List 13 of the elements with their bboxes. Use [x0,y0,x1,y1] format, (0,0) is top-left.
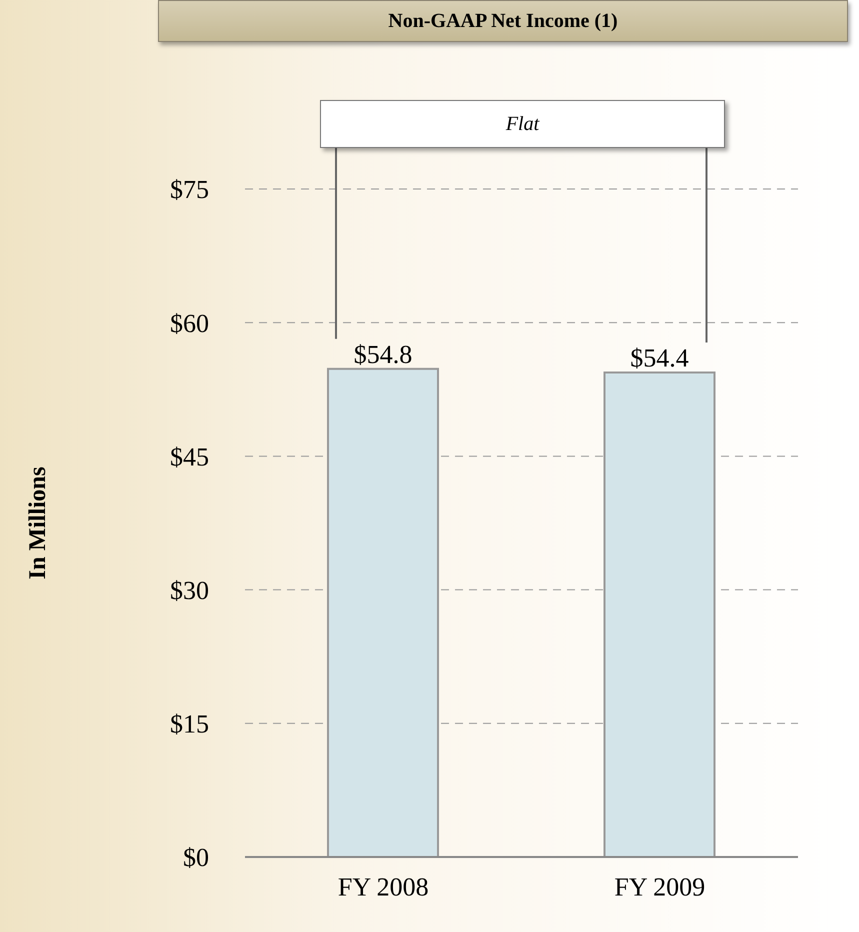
x-tick-label: FY 2008 [338,872,429,902]
chart-title: Non-GAAP Net Income (1) [388,10,618,32]
y-tick-label: $15 [170,710,209,739]
y-tick-label: $30 [170,576,209,606]
y-tick-label: $75 [170,175,209,204]
text: Flat [506,112,540,136]
x-tick-label: FY 2009 [614,872,706,902]
data-label: $54.8 [354,340,412,369]
y-axis-title: In Millions [25,466,51,580]
data-label: $54.4 [630,343,689,372]
y-tick-label: $0 [183,843,209,872]
y-tick-label: $60 [170,308,209,338]
y-tick-label: $45 [170,442,209,472]
